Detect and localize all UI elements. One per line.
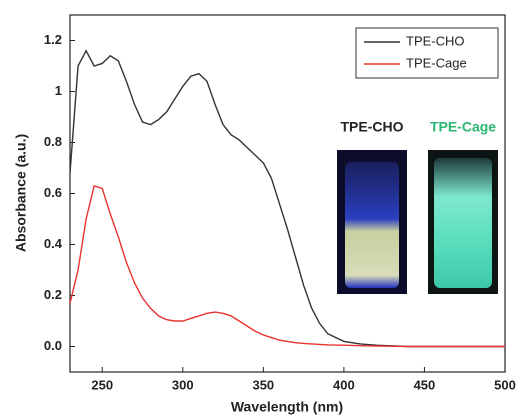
x-tick-label: 350 [252, 377, 274, 392]
inset-photos [337, 150, 498, 294]
vial-cho [345, 162, 399, 288]
x-tick-label: 250 [91, 377, 113, 392]
x-tick-label: 500 [494, 377, 516, 392]
line-series [69, 184, 505, 348]
y-tick-label: 0.2 [44, 287, 62, 302]
vial-cage [434, 158, 492, 288]
y-tick-label: 1 [55, 83, 62, 98]
legend-label: TPE-Cage [406, 55, 467, 70]
legend-box [355, 27, 499, 79]
y-tick-label: 1.2 [44, 32, 62, 47]
annotation: TPE-Cage [430, 119, 496, 135]
legend-label: TPE-CHO [406, 33, 465, 48]
annotation: TPE-CHO [341, 119, 404, 135]
x-tick-label: 300 [172, 377, 194, 392]
y-tick-label: 0.6 [44, 185, 62, 200]
y-tick-label: 0.4 [44, 236, 63, 251]
x-tick-label: 400 [333, 377, 355, 392]
y-axis-label: Absorbance (a.u.) [13, 134, 29, 252]
x-tick-label: 450 [414, 377, 436, 392]
y-tick-label: 0.0 [44, 338, 62, 353]
line-series [69, 49, 505, 348]
y-tick-label: 0.8 [44, 134, 62, 149]
x-axis-label: Wavelength (nm) [231, 399, 343, 415]
